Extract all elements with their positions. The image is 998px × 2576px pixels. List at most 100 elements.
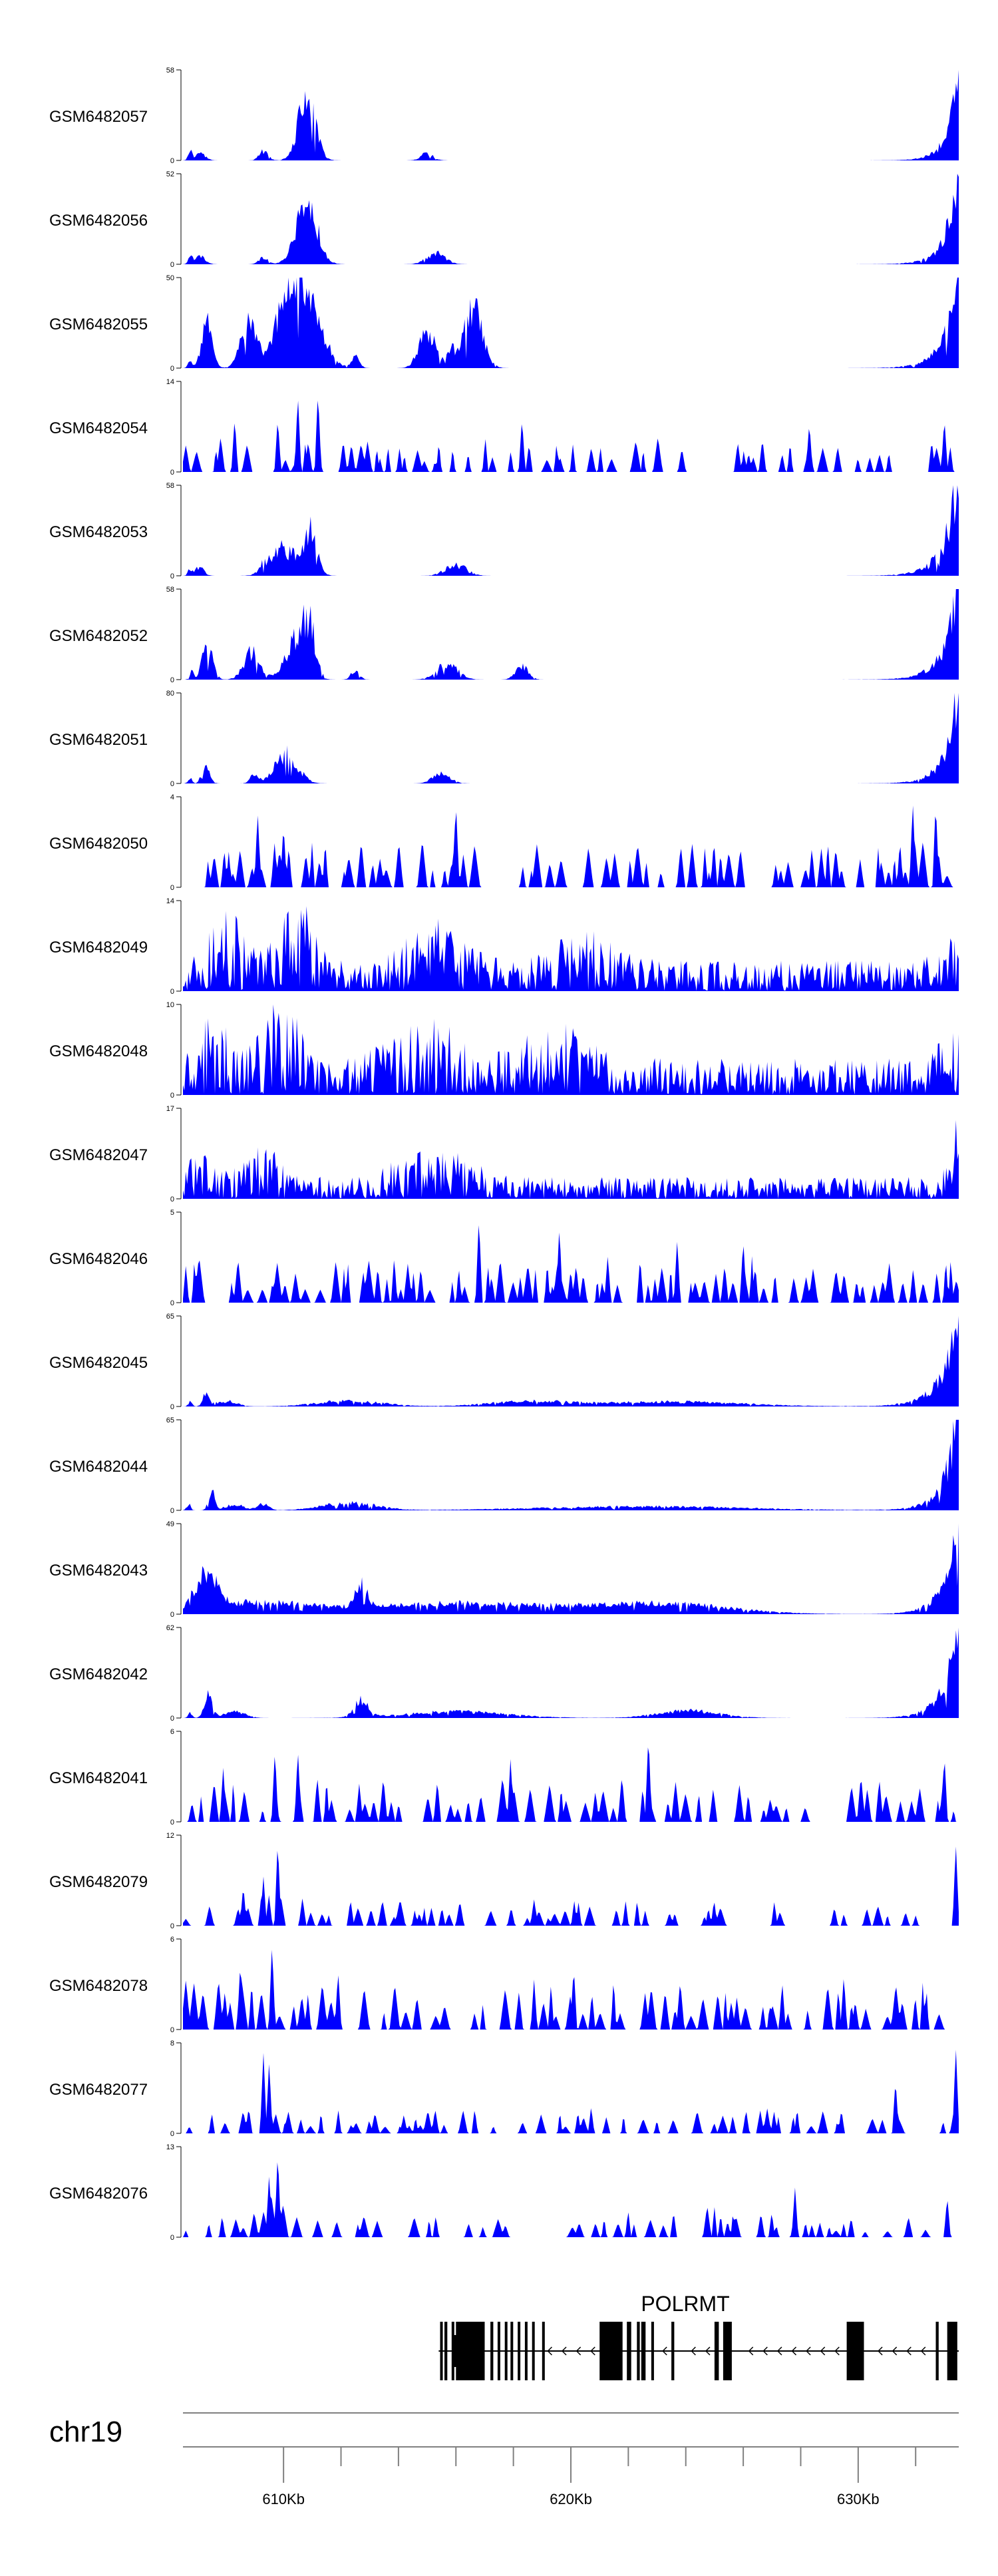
y-tick-label-max: 17 xyxy=(166,1105,174,1113)
y-tick-label-max: 14 xyxy=(166,378,174,386)
exon xyxy=(947,2322,957,2380)
track-GSM6482053: GSM6482053 58 0 xyxy=(49,482,959,580)
coverage-area-GSM6482056 xyxy=(183,174,959,264)
track-GSM6482055: GSM6482055 50 0 xyxy=(49,274,959,373)
y-tick-label-max: 58 xyxy=(166,482,174,490)
y-tick-label-zero: 0 xyxy=(170,2026,174,2034)
track-GSM6482042: GSM6482042 62 0 xyxy=(49,1624,959,1723)
exon xyxy=(723,2322,732,2380)
y-tick-label-max: 6 xyxy=(170,1936,174,1944)
track-GSM6482050: GSM6482050 4 0 xyxy=(49,793,959,892)
sample-label: GSM6482057 xyxy=(49,108,148,126)
exon xyxy=(532,2322,535,2380)
strand-chevron xyxy=(820,2346,826,2356)
strand-chevron xyxy=(590,2346,595,2356)
y-tick-label-max: 50 xyxy=(166,274,174,282)
sample-label: GSM6482056 xyxy=(49,212,148,230)
gene-annotation-track: POLRMT xyxy=(438,2292,959,2380)
exon xyxy=(627,2322,631,2380)
coverage-area-GSM6482042 xyxy=(183,1627,959,1718)
y-tick-label-zero: 0 xyxy=(170,1299,174,1307)
chromosome-axis: chr19 610Kb 620Kb 630Kb xyxy=(49,2412,959,2507)
y-tick-label-zero: 0 xyxy=(170,1092,174,1100)
y-tick-label-zero: 0 xyxy=(170,1715,174,1723)
y-tick-label-max: 80 xyxy=(166,690,174,698)
y-tick-label-zero: 0 xyxy=(170,1507,174,1515)
exon xyxy=(504,2322,508,2380)
sample-label: GSM6482049 xyxy=(49,939,148,957)
y-tick-label-zero: 0 xyxy=(170,261,174,269)
strand-chevron xyxy=(920,2346,926,2356)
coverage-area-GSM6482044 xyxy=(183,1420,959,1510)
coverage-area-GSM6482043 xyxy=(183,1524,959,1614)
y-tick-label-max: 10 xyxy=(166,1001,174,1009)
coordinate-label: 620Kb xyxy=(550,2491,592,2507)
exon xyxy=(651,2322,654,2380)
y-tick-label-zero: 0 xyxy=(170,1195,174,1203)
exon xyxy=(671,2322,675,2380)
strand-chevron xyxy=(662,2346,667,2356)
y-tick-label-max: 13 xyxy=(166,2143,174,2151)
strand-chevron xyxy=(791,2346,797,2356)
y-tick-label-zero: 0 xyxy=(170,572,174,580)
strand-chevron xyxy=(878,2346,883,2356)
strand-chevron xyxy=(561,2346,567,2356)
exon xyxy=(714,2322,719,2380)
sample-label: GSM6482053 xyxy=(49,523,148,541)
y-tick-label-max: 62 xyxy=(166,1624,174,1632)
y-tick-label-zero: 0 xyxy=(170,988,174,996)
track-GSM6482043: GSM6482043 49 0 xyxy=(49,1520,959,1619)
exon xyxy=(524,2322,528,2380)
sample-label: GSM6482046 xyxy=(49,1250,148,1268)
coverage-tracks: GSM6482057580GSM6482056520GSM6482055500G… xyxy=(49,67,959,2242)
strand-chevron xyxy=(776,2346,782,2356)
y-tick-label-max: 65 xyxy=(166,1313,174,1321)
y-tick-label-max: 58 xyxy=(166,67,174,75)
coverage-area-GSM6482079 xyxy=(183,1846,959,1926)
coverage-area-GSM6482047 xyxy=(183,1120,959,1199)
sample-label: GSM6482047 xyxy=(49,1146,148,1164)
exon xyxy=(451,2322,454,2380)
y-tick-label-max: 52 xyxy=(166,170,174,178)
coordinate-label: 610Kb xyxy=(262,2491,305,2507)
y-tick-label-zero: 0 xyxy=(170,157,174,165)
y-tick-label-zero: 0 xyxy=(170,365,174,373)
track-GSM6482041: GSM6482041 6 0 xyxy=(49,1728,959,1826)
strand-chevron xyxy=(576,2346,582,2356)
sample-label: GSM6482079 xyxy=(49,1873,148,1891)
exon xyxy=(641,2322,646,2380)
y-tick-label-zero: 0 xyxy=(170,780,174,788)
y-tick-label-max: 4 xyxy=(170,793,174,801)
track-GSM6482045: GSM6482045 65 0 xyxy=(49,1313,959,1411)
coverage-area-GSM6482050 xyxy=(183,805,959,887)
track-GSM6482048: GSM6482048 10 0 xyxy=(49,1001,959,1100)
track-GSM6482051: GSM6482051 80 0 xyxy=(49,690,959,788)
y-tick-label-zero: 0 xyxy=(170,1819,174,1826)
strand-chevron xyxy=(892,2346,898,2356)
strand-chevron xyxy=(834,2346,840,2356)
coverage-area-GSM6482046 xyxy=(183,1225,959,1303)
track-GSM6482056: GSM6482056 52 0 xyxy=(49,170,959,269)
y-tick-label-zero: 0 xyxy=(170,884,174,892)
coverage-area-GSM6482076 xyxy=(183,2162,959,2237)
coordinate-label: 630Kb xyxy=(837,2491,880,2507)
exon xyxy=(444,2322,448,2380)
sample-label: GSM6482055 xyxy=(49,316,148,333)
sample-label: GSM6482052 xyxy=(49,627,148,645)
coverage-area-GSM6482053 xyxy=(183,485,959,576)
exon xyxy=(518,2322,521,2380)
exon xyxy=(497,2322,500,2380)
exon xyxy=(510,2322,514,2380)
y-tick-label-zero: 0 xyxy=(170,676,174,684)
track-GSM6482044: GSM6482044 65 0 xyxy=(49,1416,959,1515)
coverage-area-GSM6482078 xyxy=(183,1950,959,2030)
track-GSM6482049: GSM6482049 14 0 xyxy=(49,897,959,996)
coverage-area-GSM6482057 xyxy=(183,70,959,160)
coverage-area-GSM6482045 xyxy=(183,1316,959,1406)
strand-chevron xyxy=(806,2346,811,2356)
gene-name-label: POLRMT xyxy=(641,2292,729,2316)
strand-chevron xyxy=(705,2346,711,2356)
track-GSM6482047: GSM6482047 17 0 xyxy=(49,1105,959,1203)
y-tick-label-zero: 0 xyxy=(170,1611,174,1619)
